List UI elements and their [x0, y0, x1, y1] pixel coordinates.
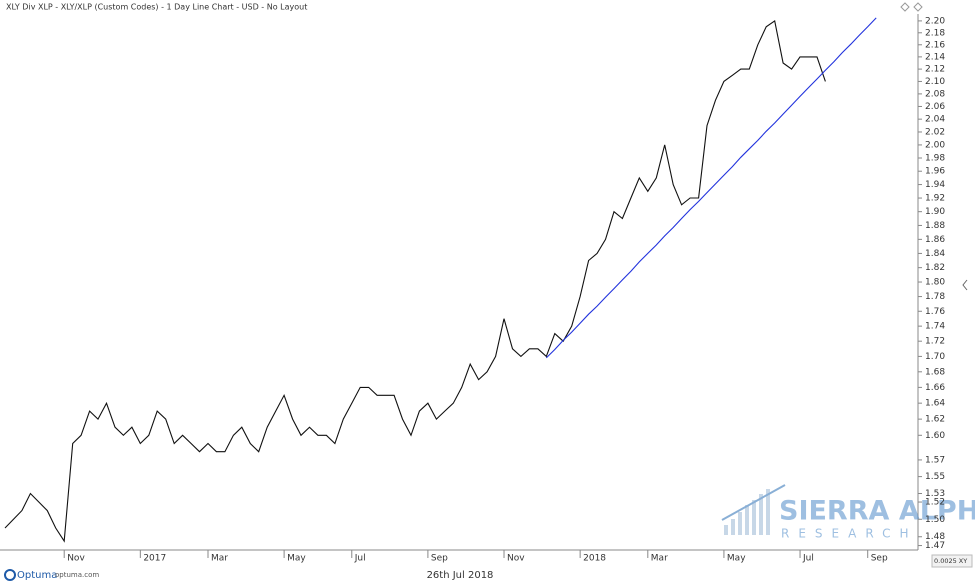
y-tick-label: 1.64	[925, 399, 945, 409]
watermark-arrow	[721, 484, 786, 521]
x-tick-label: May	[727, 554, 746, 564]
toolbar-icons[interactable]	[900, 2, 923, 12]
watermark-bar	[745, 505, 749, 535]
y-tick-label: 1.90	[925, 207, 945, 217]
y-tick-label: 1.92	[925, 194, 945, 204]
price-line	[4, 19, 826, 543]
y-tick-label: 1.74	[925, 322, 945, 332]
trend-line	[545, 17, 877, 359]
brand-url[interactable]: optuma.com	[55, 571, 99, 579]
y-tick-label: 1.82	[925, 263, 945, 273]
y-tick-label: 2.16	[925, 40, 945, 50]
watermark-subtitle: RESEARCH	[781, 527, 917, 541]
y-tick-label: 2.00	[925, 140, 945, 150]
y-tick-label: 1.98	[925, 154, 945, 164]
y-tick-label: 1.55	[925, 472, 945, 482]
y-tick-label: 1.62	[925, 415, 945, 425]
y-tick-label: 2.14	[925, 52, 945, 62]
collapse-arrow[interactable]	[962, 279, 968, 291]
watermark-bar	[724, 525, 728, 535]
y-tick-label: 1.96	[925, 167, 945, 177]
watermark-title: SIERRA ALPHA	[779, 496, 975, 527]
y-tick-label: 1.78	[925, 292, 945, 302]
y-tick-label: 1.50	[925, 515, 945, 525]
y-tick-label: 1.70	[925, 352, 945, 362]
x-tick-label: 2018	[583, 554, 606, 564]
y-tick-label: 2.10	[925, 77, 945, 87]
y-tick-label: 1.53	[925, 489, 945, 499]
y-tick-label: 1.48	[925, 532, 945, 542]
y-tick-label: 2.02	[925, 127, 945, 137]
x-tick-label: Sep	[431, 554, 448, 564]
chart-title: XLY Div XLP - XLY/XLP (Custom Codes) - 1…	[6, 3, 307, 12]
y-tick-label: 1.68	[925, 367, 945, 377]
y-tick-label: 1.88	[925, 221, 945, 231]
y-tick-label: 2.04	[925, 115, 945, 125]
y-tick-label: 1.66	[925, 383, 945, 393]
y-tick-label: 2.08	[925, 89, 945, 99]
x-tick-label: Sep	[871, 554, 888, 564]
watermark-bar	[759, 494, 763, 535]
watermark-bar	[752, 500, 756, 535]
y-tick-label: 1.60	[925, 431, 945, 441]
y-tick-label: 1.84	[925, 249, 945, 259]
y-tick-label: 2.18	[925, 28, 945, 38]
watermark-bar	[738, 512, 742, 535]
x-tick-label: Mar	[651, 554, 668, 564]
x-tick-label: Mar	[211, 554, 228, 564]
scale-box[interactable]	[931, 554, 973, 568]
x-tick-label: Jul	[354, 554, 366, 564]
date-label: 26th Jul 2018	[427, 570, 494, 581]
x-tick-label: Jul	[802, 554, 814, 564]
brand-logo	[4, 569, 16, 581]
y-tick-label: 1.86	[925, 235, 945, 245]
x-tick-label: 2017	[143, 554, 166, 564]
brand: Optuma	[17, 570, 57, 581]
y-tick-label: 2.06	[925, 102, 945, 112]
scale-label: 0.0025 XY	[934, 557, 967, 565]
x-tick-label: Nov	[507, 554, 525, 564]
y-tick-label: 1.76	[925, 307, 945, 317]
y-tick-label: 1.52	[925, 498, 945, 508]
y-tick-label: 1.94	[925, 180, 945, 190]
y-tick-label: 1.80	[925, 278, 945, 288]
x-tick-label: Nov	[67, 554, 85, 564]
y-tick-label: 1.57	[925, 455, 945, 465]
y-tick-label: 2.12	[925, 65, 945, 75]
y-tick-label: 1.47	[925, 541, 945, 551]
watermark: SIERRA ALPHA RESEARCH	[721, 484, 975, 541]
watermark-bar	[731, 519, 735, 535]
x-tick-label: May	[287, 554, 306, 564]
watermark-bar	[766, 489, 770, 535]
y-tick-label: 1.72	[925, 337, 945, 347]
y-tick-label: 2.20	[925, 16, 945, 26]
